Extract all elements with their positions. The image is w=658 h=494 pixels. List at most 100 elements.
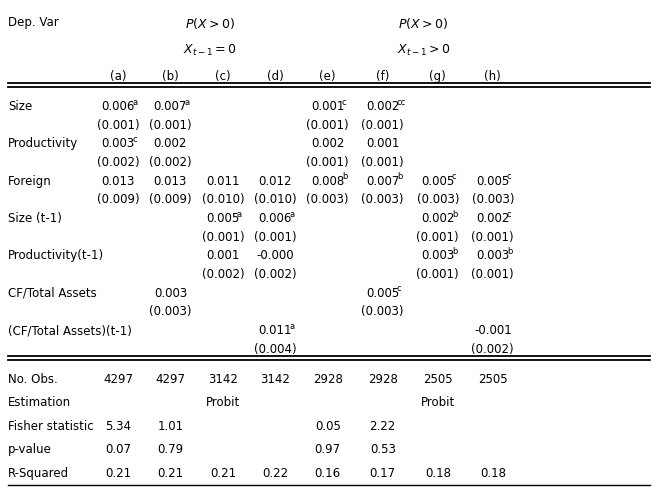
Text: Dep. Var: Dep. Var bbox=[8, 16, 59, 29]
Text: (b): (b) bbox=[162, 70, 179, 83]
Text: cc: cc bbox=[397, 98, 406, 107]
Text: 0.002: 0.002 bbox=[476, 212, 509, 225]
Text: 0.003: 0.003 bbox=[101, 137, 135, 151]
Text: (0.003): (0.003) bbox=[361, 194, 404, 206]
Text: 0.005: 0.005 bbox=[206, 212, 240, 225]
Text: Size: Size bbox=[8, 100, 32, 113]
Text: (0.002): (0.002) bbox=[149, 156, 191, 169]
Text: Probit: Probit bbox=[206, 396, 240, 410]
Text: (0.009): (0.009) bbox=[97, 194, 139, 206]
Text: (0.010): (0.010) bbox=[201, 194, 244, 206]
Text: (0.003): (0.003) bbox=[361, 305, 404, 319]
Text: 2928: 2928 bbox=[313, 373, 343, 386]
Text: b: b bbox=[342, 172, 347, 181]
Text: 0.007: 0.007 bbox=[154, 100, 187, 113]
Text: 0.002: 0.002 bbox=[366, 100, 399, 113]
Text: a: a bbox=[132, 98, 138, 107]
Text: (0.010): (0.010) bbox=[254, 194, 297, 206]
Text: Fisher statistic: Fisher statistic bbox=[8, 420, 93, 433]
Text: (0.001): (0.001) bbox=[472, 231, 514, 244]
Text: (0.001): (0.001) bbox=[361, 156, 404, 169]
Text: a: a bbox=[184, 98, 190, 107]
Text: (0.001): (0.001) bbox=[361, 119, 404, 132]
Text: (0.002): (0.002) bbox=[254, 268, 297, 281]
Text: (0.001): (0.001) bbox=[254, 231, 297, 244]
Text: 1.01: 1.01 bbox=[157, 420, 184, 433]
Text: (0.001): (0.001) bbox=[149, 119, 191, 132]
Text: Productivity(t-1): Productivity(t-1) bbox=[8, 249, 104, 262]
Text: 0.16: 0.16 bbox=[315, 467, 341, 480]
Text: 0.008: 0.008 bbox=[311, 175, 344, 188]
Text: 0.17: 0.17 bbox=[370, 467, 396, 480]
Text: 0.003: 0.003 bbox=[476, 249, 509, 262]
Text: c: c bbox=[342, 98, 346, 107]
Text: p-value: p-value bbox=[8, 444, 52, 456]
Text: 0.002: 0.002 bbox=[421, 212, 455, 225]
Text: 0.97: 0.97 bbox=[315, 444, 341, 456]
Text: -0.001: -0.001 bbox=[474, 324, 512, 337]
Text: (0.001): (0.001) bbox=[97, 119, 139, 132]
Text: c: c bbox=[397, 285, 401, 293]
Text: (0.001): (0.001) bbox=[307, 156, 349, 169]
Text: 4297: 4297 bbox=[155, 373, 186, 386]
Text: c: c bbox=[507, 172, 511, 181]
Text: Probit: Probit bbox=[420, 396, 455, 410]
Text: (0.001): (0.001) bbox=[417, 268, 459, 281]
Text: 2505: 2505 bbox=[478, 373, 507, 386]
Text: 0.005: 0.005 bbox=[476, 175, 509, 188]
Text: (c): (c) bbox=[215, 70, 231, 83]
Text: (e): (e) bbox=[319, 70, 336, 83]
Text: b: b bbox=[507, 247, 513, 256]
Text: Estimation: Estimation bbox=[8, 396, 71, 410]
Text: 0.18: 0.18 bbox=[480, 467, 506, 480]
Text: (h): (h) bbox=[484, 70, 501, 83]
Text: 0.003: 0.003 bbox=[154, 287, 187, 300]
Text: 0.001: 0.001 bbox=[366, 137, 399, 151]
Text: Size (t-1): Size (t-1) bbox=[8, 212, 62, 225]
Text: 0.006: 0.006 bbox=[101, 100, 135, 113]
Text: (0.001): (0.001) bbox=[472, 268, 514, 281]
Text: 0.18: 0.18 bbox=[425, 467, 451, 480]
Text: $X_{t-1} = 0$: $X_{t-1} = 0$ bbox=[183, 43, 237, 58]
Text: 0.21: 0.21 bbox=[105, 467, 131, 480]
Text: (0.002): (0.002) bbox=[472, 343, 514, 356]
Text: b: b bbox=[452, 209, 457, 219]
Text: 4297: 4297 bbox=[103, 373, 133, 386]
Text: -0.000: -0.000 bbox=[257, 249, 294, 262]
Text: 0.22: 0.22 bbox=[262, 467, 288, 480]
Text: 0.002: 0.002 bbox=[311, 137, 344, 151]
Text: (f): (f) bbox=[376, 70, 390, 83]
Text: (0.003): (0.003) bbox=[149, 305, 191, 319]
Text: $X_{t-1} > 0$: $X_{t-1} > 0$ bbox=[397, 43, 450, 58]
Text: 0.011: 0.011 bbox=[206, 175, 240, 188]
Text: 0.002: 0.002 bbox=[154, 137, 187, 151]
Text: 0.011: 0.011 bbox=[259, 324, 292, 337]
Text: CF/Total Assets: CF/Total Assets bbox=[8, 287, 97, 300]
Text: 0.006: 0.006 bbox=[259, 212, 292, 225]
Text: c: c bbox=[452, 172, 457, 181]
Text: a: a bbox=[290, 322, 295, 330]
Text: 0.05: 0.05 bbox=[315, 420, 341, 433]
Text: 2505: 2505 bbox=[423, 373, 453, 386]
Text: $P(X > 0)$: $P(X > 0)$ bbox=[398, 16, 448, 31]
Text: 5.34: 5.34 bbox=[105, 420, 131, 433]
Text: (0.009): (0.009) bbox=[149, 194, 191, 206]
Text: (CF/Total Assets)(t-1): (CF/Total Assets)(t-1) bbox=[8, 324, 132, 337]
Text: 0.003: 0.003 bbox=[421, 249, 455, 262]
Text: 0.013: 0.013 bbox=[154, 175, 187, 188]
Text: (0.001): (0.001) bbox=[417, 231, 459, 244]
Text: b: b bbox=[452, 247, 457, 256]
Text: (0.002): (0.002) bbox=[201, 268, 244, 281]
Text: 0.005: 0.005 bbox=[366, 287, 399, 300]
Text: (a): (a) bbox=[110, 70, 126, 83]
Text: 0.001: 0.001 bbox=[311, 100, 344, 113]
Text: (d): (d) bbox=[267, 70, 284, 83]
Text: (0.002): (0.002) bbox=[97, 156, 139, 169]
Text: 3142: 3142 bbox=[261, 373, 290, 386]
Text: Productivity: Productivity bbox=[8, 137, 78, 151]
Text: (0.001): (0.001) bbox=[201, 231, 244, 244]
Text: 0.21: 0.21 bbox=[210, 467, 236, 480]
Text: 0.07: 0.07 bbox=[105, 444, 131, 456]
Text: Foreign: Foreign bbox=[8, 175, 52, 188]
Text: (g): (g) bbox=[430, 70, 446, 83]
